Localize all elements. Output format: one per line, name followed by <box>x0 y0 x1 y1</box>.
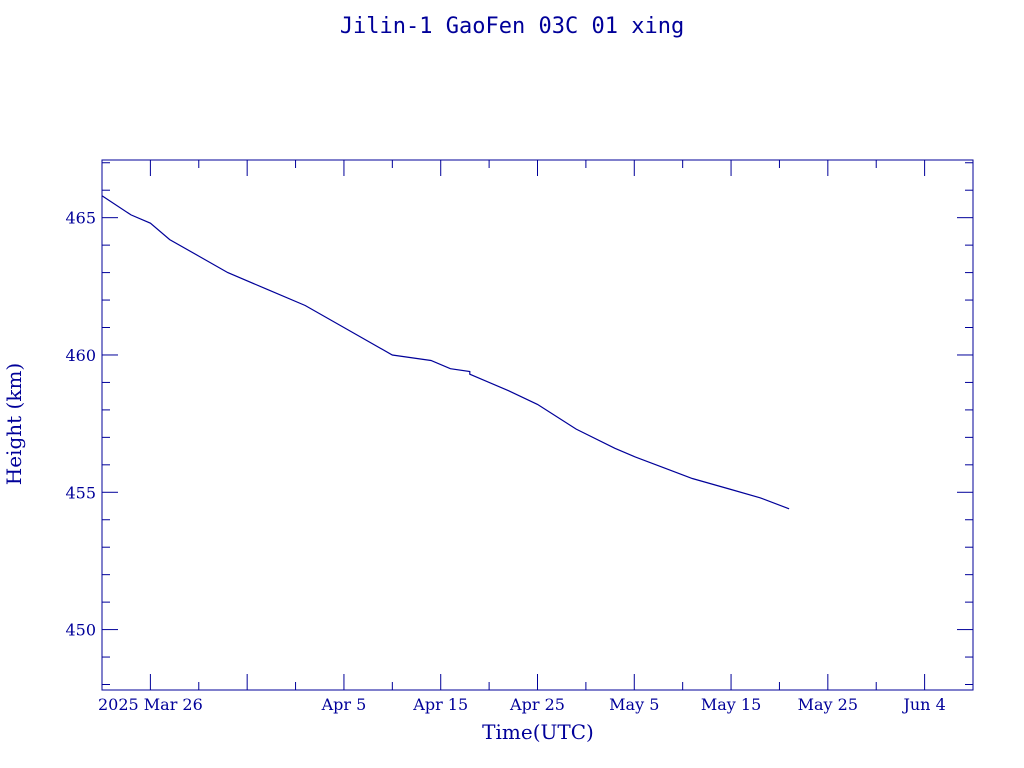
x-axis-label: Time(UTC) <box>482 720 594 744</box>
chart-title: Jilin-1 GaoFen 03C 01 xing <box>339 14 685 39</box>
x-tick-label: May 25 <box>798 695 858 714</box>
x-tick-label: Apr 5 <box>321 695 367 714</box>
x-tick-label: Apr 15 <box>412 695 468 714</box>
height-series-line <box>101 195 790 510</box>
y-tick-label: 465 <box>65 209 96 228</box>
x-tick-label: 2025 Mar 26 <box>98 695 203 714</box>
axis-ticks <box>101 160 974 690</box>
x-tick-label: May 15 <box>701 695 761 714</box>
x-tick-label: May 5 <box>609 695 659 714</box>
x-tick-label: Apr 25 <box>509 695 565 714</box>
plot-frame <box>101 159 974 691</box>
y-tick-label: 460 <box>65 346 96 365</box>
x-tick-label: Jun 4 <box>901 695 945 714</box>
y-tick-label: 455 <box>65 483 96 502</box>
y-tick-label: 450 <box>65 621 96 640</box>
tick-labels: 450 455 460 465 2025 Mar 26 Apr 5 Apr 15 Apr 25… <box>65 209 945 714</box>
